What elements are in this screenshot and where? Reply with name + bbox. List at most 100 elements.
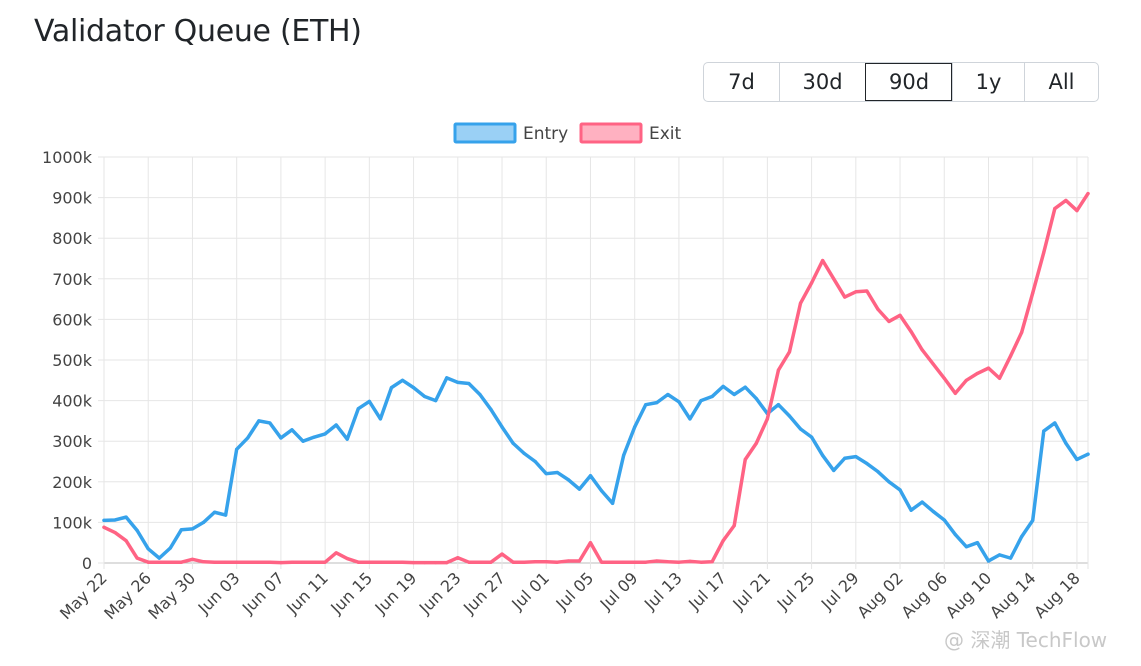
- entry-data-point: [113, 518, 117, 522]
- entry-data-point: [190, 527, 195, 531]
- exit-data-point: [279, 560, 283, 565]
- entry-data-point: [1042, 429, 1046, 433]
- exit-data-point: [909, 329, 913, 334]
- exit-data-point: [721, 539, 725, 543]
- entry-data-point: [887, 480, 891, 484]
- entry-data-point: [312, 435, 316, 439]
- exit-data-point: [212, 560, 217, 564]
- exit-data-point: [445, 560, 449, 565]
- exit-data-point: [666, 560, 670, 564]
- entry-legend-swatch: [453, 122, 517, 144]
- exit-data-point: [633, 560, 637, 564]
- entry-data-point: [246, 436, 250, 440]
- y-tick-label: 600k: [52, 310, 93, 329]
- exit-data-point: [832, 277, 836, 281]
- exit-data-point: [334, 551, 338, 555]
- entry-data-point: [434, 399, 438, 403]
- exit-data-point: [478, 560, 482, 564]
- exit-data-point: [124, 539, 128, 543]
- entry-data-point: [102, 518, 106, 522]
- exit-data-point: [986, 366, 991, 370]
- range-1y-button[interactable]: 1y: [952, 63, 1024, 101]
- exit-data-point: [821, 258, 825, 263]
- exit-data-point: [1031, 291, 1035, 295]
- exit-data-point: [865, 289, 869, 293]
- exit-data-point: [411, 560, 416, 565]
- exit-data-point: [290, 560, 294, 564]
- exit-data-point: [467, 560, 471, 564]
- entry-data-point: [666, 392, 670, 397]
- exit-data-point: [765, 417, 769, 421]
- exit-data-point: [942, 376, 946, 380]
- y-tick-label: 700k: [52, 270, 93, 289]
- exit-data-point: [776, 368, 781, 372]
- entry-data-point: [964, 545, 968, 549]
- exit-data-point: [1009, 354, 1013, 358]
- y-tick-label: 0: [82, 554, 92, 573]
- exit-data-point: [566, 559, 570, 563]
- x-tick-label: Aug 18: [1030, 568, 1084, 622]
- entry-data-point: [588, 474, 593, 478]
- range-all-button[interactable]: All: [1024, 63, 1098, 101]
- exit-data-point: [610, 560, 615, 564]
- exit-data-point: [489, 560, 493, 564]
- x-tick-label: Jul 01: [507, 568, 553, 614]
- x-tick-label: Jun 07: [238, 568, 288, 618]
- exit-data-point: [754, 441, 758, 445]
- entry-data-point: [224, 513, 228, 517]
- exit-data-point: [887, 319, 891, 324]
- entry-data-point: [898, 488, 902, 492]
- entry-data-point: [522, 451, 526, 455]
- exit-data-point: [622, 560, 626, 564]
- entry-data-point: [688, 417, 692, 421]
- exit-data-point: [367, 560, 371, 564]
- exit-data-point: [975, 371, 980, 375]
- exit-data-point: [555, 560, 559, 564]
- exit-data-point: [1075, 208, 1079, 213]
- exit-data-point: [135, 556, 139, 560]
- x-tick-label: Jul 09: [596, 568, 642, 614]
- entry-data-point: [566, 478, 570, 482]
- exit-data-point: [876, 307, 880, 311]
- y-tick-label: 400k: [52, 392, 93, 411]
- entry-data-point: [865, 461, 869, 466]
- entry-legend-label: Entry: [523, 124, 568, 144]
- exit-data-point: [931, 362, 935, 366]
- x-tick-label: Jun 19: [371, 568, 421, 618]
- entry-data-point: [345, 437, 349, 441]
- time-range-selector: 7d 30d 90d 1y All: [703, 62, 1099, 102]
- exit-data-point: [301, 560, 305, 564]
- exit-data-point: [157, 560, 161, 564]
- x-tick-label: Jul 13: [640, 568, 686, 614]
- entry-data-point: [411, 386, 416, 390]
- entry-data-point: [1020, 535, 1024, 539]
- x-tick-label: Aug 06: [898, 568, 952, 622]
- exit-data-point: [732, 524, 736, 528]
- range-7d-button[interactable]: 7d: [728, 70, 755, 94]
- entry-data-point: [1064, 441, 1068, 445]
- entry-data-point: [179, 528, 183, 532]
- entry-data-point: [710, 394, 714, 399]
- entry-data-point: [544, 472, 548, 476]
- exit-data-point: [997, 376, 1002, 380]
- range-30d-button[interactable]: 30d: [779, 63, 865, 101]
- x-tick-label: Jun 15: [326, 568, 376, 618]
- exit-data-point: [953, 391, 957, 395]
- entry-data-point: [610, 501, 615, 505]
- entry-data-point: [1086, 452, 1090, 456]
- exit-data-point: [434, 560, 438, 565]
- entry-data-point: [467, 381, 471, 386]
- entry-data-point: [201, 520, 206, 525]
- exit-data-point: [201, 560, 206, 564]
- exit-data-point: [522, 560, 526, 564]
- range-90d-button[interactable]: 90d: [865, 63, 952, 101]
- exit-data-point: [500, 552, 504, 556]
- x-tick-label: May 26: [100, 568, 155, 623]
- entry-data-point: [699, 399, 703, 403]
- entry-data-point: [124, 515, 128, 519]
- exit-legend-swatch: [579, 122, 643, 144]
- exit-data-point: [102, 525, 106, 529]
- entry-data-point: [633, 425, 637, 429]
- x-tick-label: Jun 03: [194, 568, 244, 618]
